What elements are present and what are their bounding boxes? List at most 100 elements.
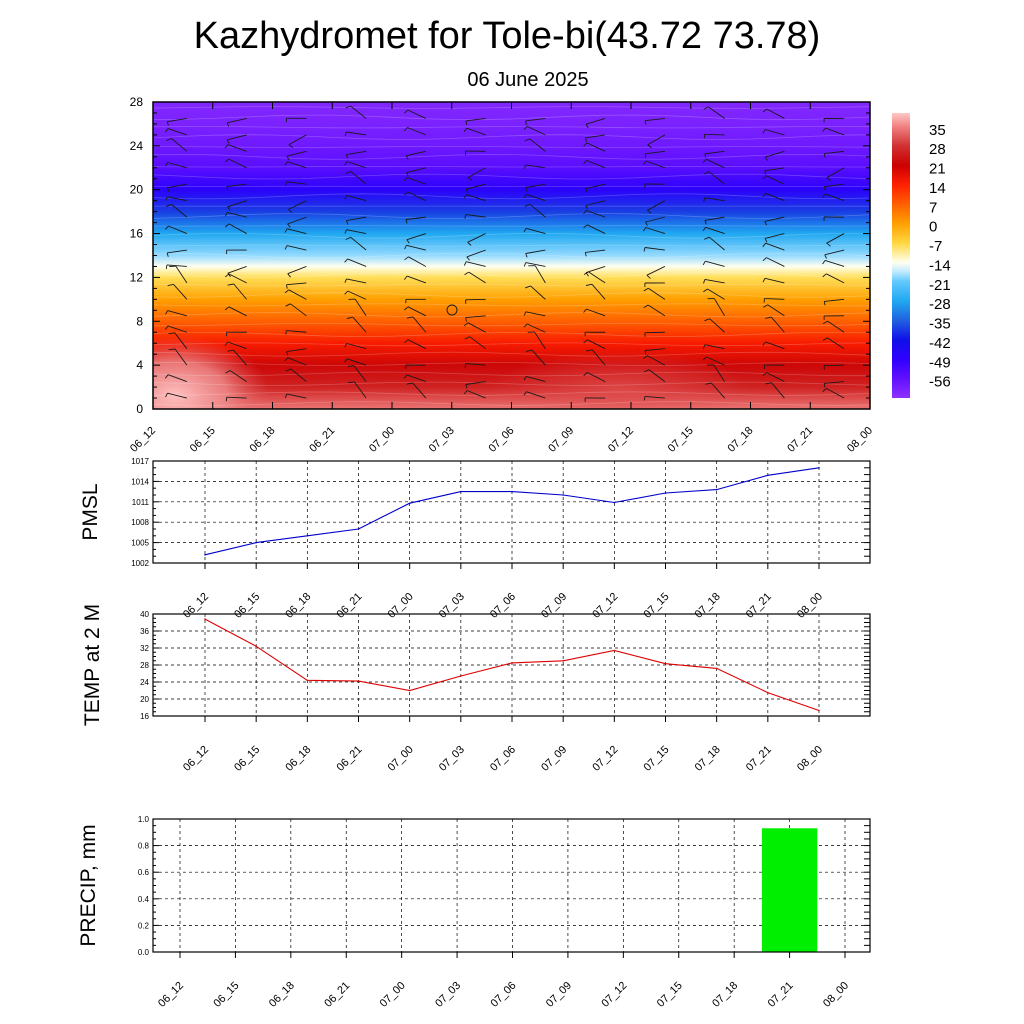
contour-line [153,381,870,386]
wind-barb [825,127,845,136]
wind-barb [168,225,188,234]
wind-barb [646,274,651,279]
wind-barb [585,118,606,125]
wind-barb [704,220,707,225]
wind-barb [585,134,606,139]
wind-barb [227,266,247,274]
wind-barb [644,350,647,355]
wind-barb [642,160,647,165]
wind-barb [822,260,826,265]
x-tick-label: 07_09 [544,980,574,1010]
wind-barb [823,186,826,191]
pmsl-point [562,494,564,496]
wind-barb [403,127,408,132]
x-tick-label: 07_21 [744,744,774,774]
x-tick-label: 06_21 [335,744,365,774]
wind-barb [467,167,486,178]
wind-barb [464,363,467,368]
wind-barb [167,162,187,169]
wind-barb [403,177,408,182]
wind-barb [647,209,652,214]
wind-barb [285,181,287,186]
wind-barb [224,144,229,149]
y-tick-label: 0.8 [138,842,150,851]
wind-barb [406,172,409,177]
contour-line [153,331,870,338]
wind-barb [406,239,410,244]
temp-point [460,675,462,677]
contour-line [153,134,870,140]
x-tick-label: 07_12 [606,425,636,455]
wind-barb [766,257,785,267]
wind-barb [704,197,725,202]
wind-barb [529,203,546,218]
x-tick-label: 07_15 [642,744,672,774]
wind-barb [705,260,725,267]
wind-barb [465,363,486,366]
x-tick-label: 07_09 [539,591,569,621]
x-tick-label: 07_03 [437,744,467,774]
y-tick-label: 0.0 [138,948,150,957]
wind-barb [346,216,367,222]
wind-barb [228,306,247,317]
wind-barb [227,272,231,278]
wind-barb [762,193,767,198]
wind-barb [525,262,546,267]
wind-barb [702,158,707,163]
wind-barb [525,183,546,188]
wind-barb [288,134,307,145]
wind-barb [225,370,231,374]
wind-barb [586,159,606,169]
y-tick-label: 1008 [131,518,149,527]
wind-barb [284,245,288,250]
pmsl-point [613,501,616,504]
wind-barb [233,349,247,366]
wind-barb [407,191,427,202]
wind-barb [527,125,546,136]
wind-barb [469,336,486,350]
wind-barb [167,183,187,189]
wind-barb [585,272,589,277]
wind-barb [826,273,845,284]
wind-barb [705,382,712,385]
wind-barb [346,161,367,169]
wind-barb [165,162,168,167]
wind-barb [288,289,307,300]
wind-barb [352,316,367,333]
wind-barb [166,138,172,142]
wind-barb [644,247,665,251]
wind-barb [466,249,486,258]
wind-barb [227,144,247,152]
wind-barb [174,332,188,349]
wind-barb [344,131,347,137]
wind-barb [287,161,307,169]
wind-barb [583,372,588,377]
wind-barb [645,227,666,235]
wind-barb [523,194,527,199]
wind-barb [227,341,247,350]
wind-barb [703,279,706,284]
wind-barb [347,381,355,384]
x-tick-label: 07_06 [489,980,519,1010]
x-tick-label: 07_12 [590,744,620,774]
wind-barb [824,259,845,267]
colorbar-label: 14 [929,180,946,197]
wind-barb [826,242,831,247]
wind-barb [583,339,588,344]
wind-barb [165,325,169,330]
contour-line [153,153,870,160]
y-tick-label: 24 [130,139,144,153]
pmsl-point [664,492,667,494]
wind-barb [822,127,826,132]
calm-marker [446,304,458,316]
wind-barb [344,278,347,283]
wind-barb [524,203,531,207]
contour-line [153,362,870,367]
wind-barb [286,330,307,333]
wind-barb [591,349,606,366]
wind-barb [643,396,646,401]
x-tick-label: 06_21 [335,591,365,621]
x-tick-label: 07_12 [590,591,620,621]
x-tick-label: 06_18 [283,591,313,621]
wind-barb [406,167,426,174]
